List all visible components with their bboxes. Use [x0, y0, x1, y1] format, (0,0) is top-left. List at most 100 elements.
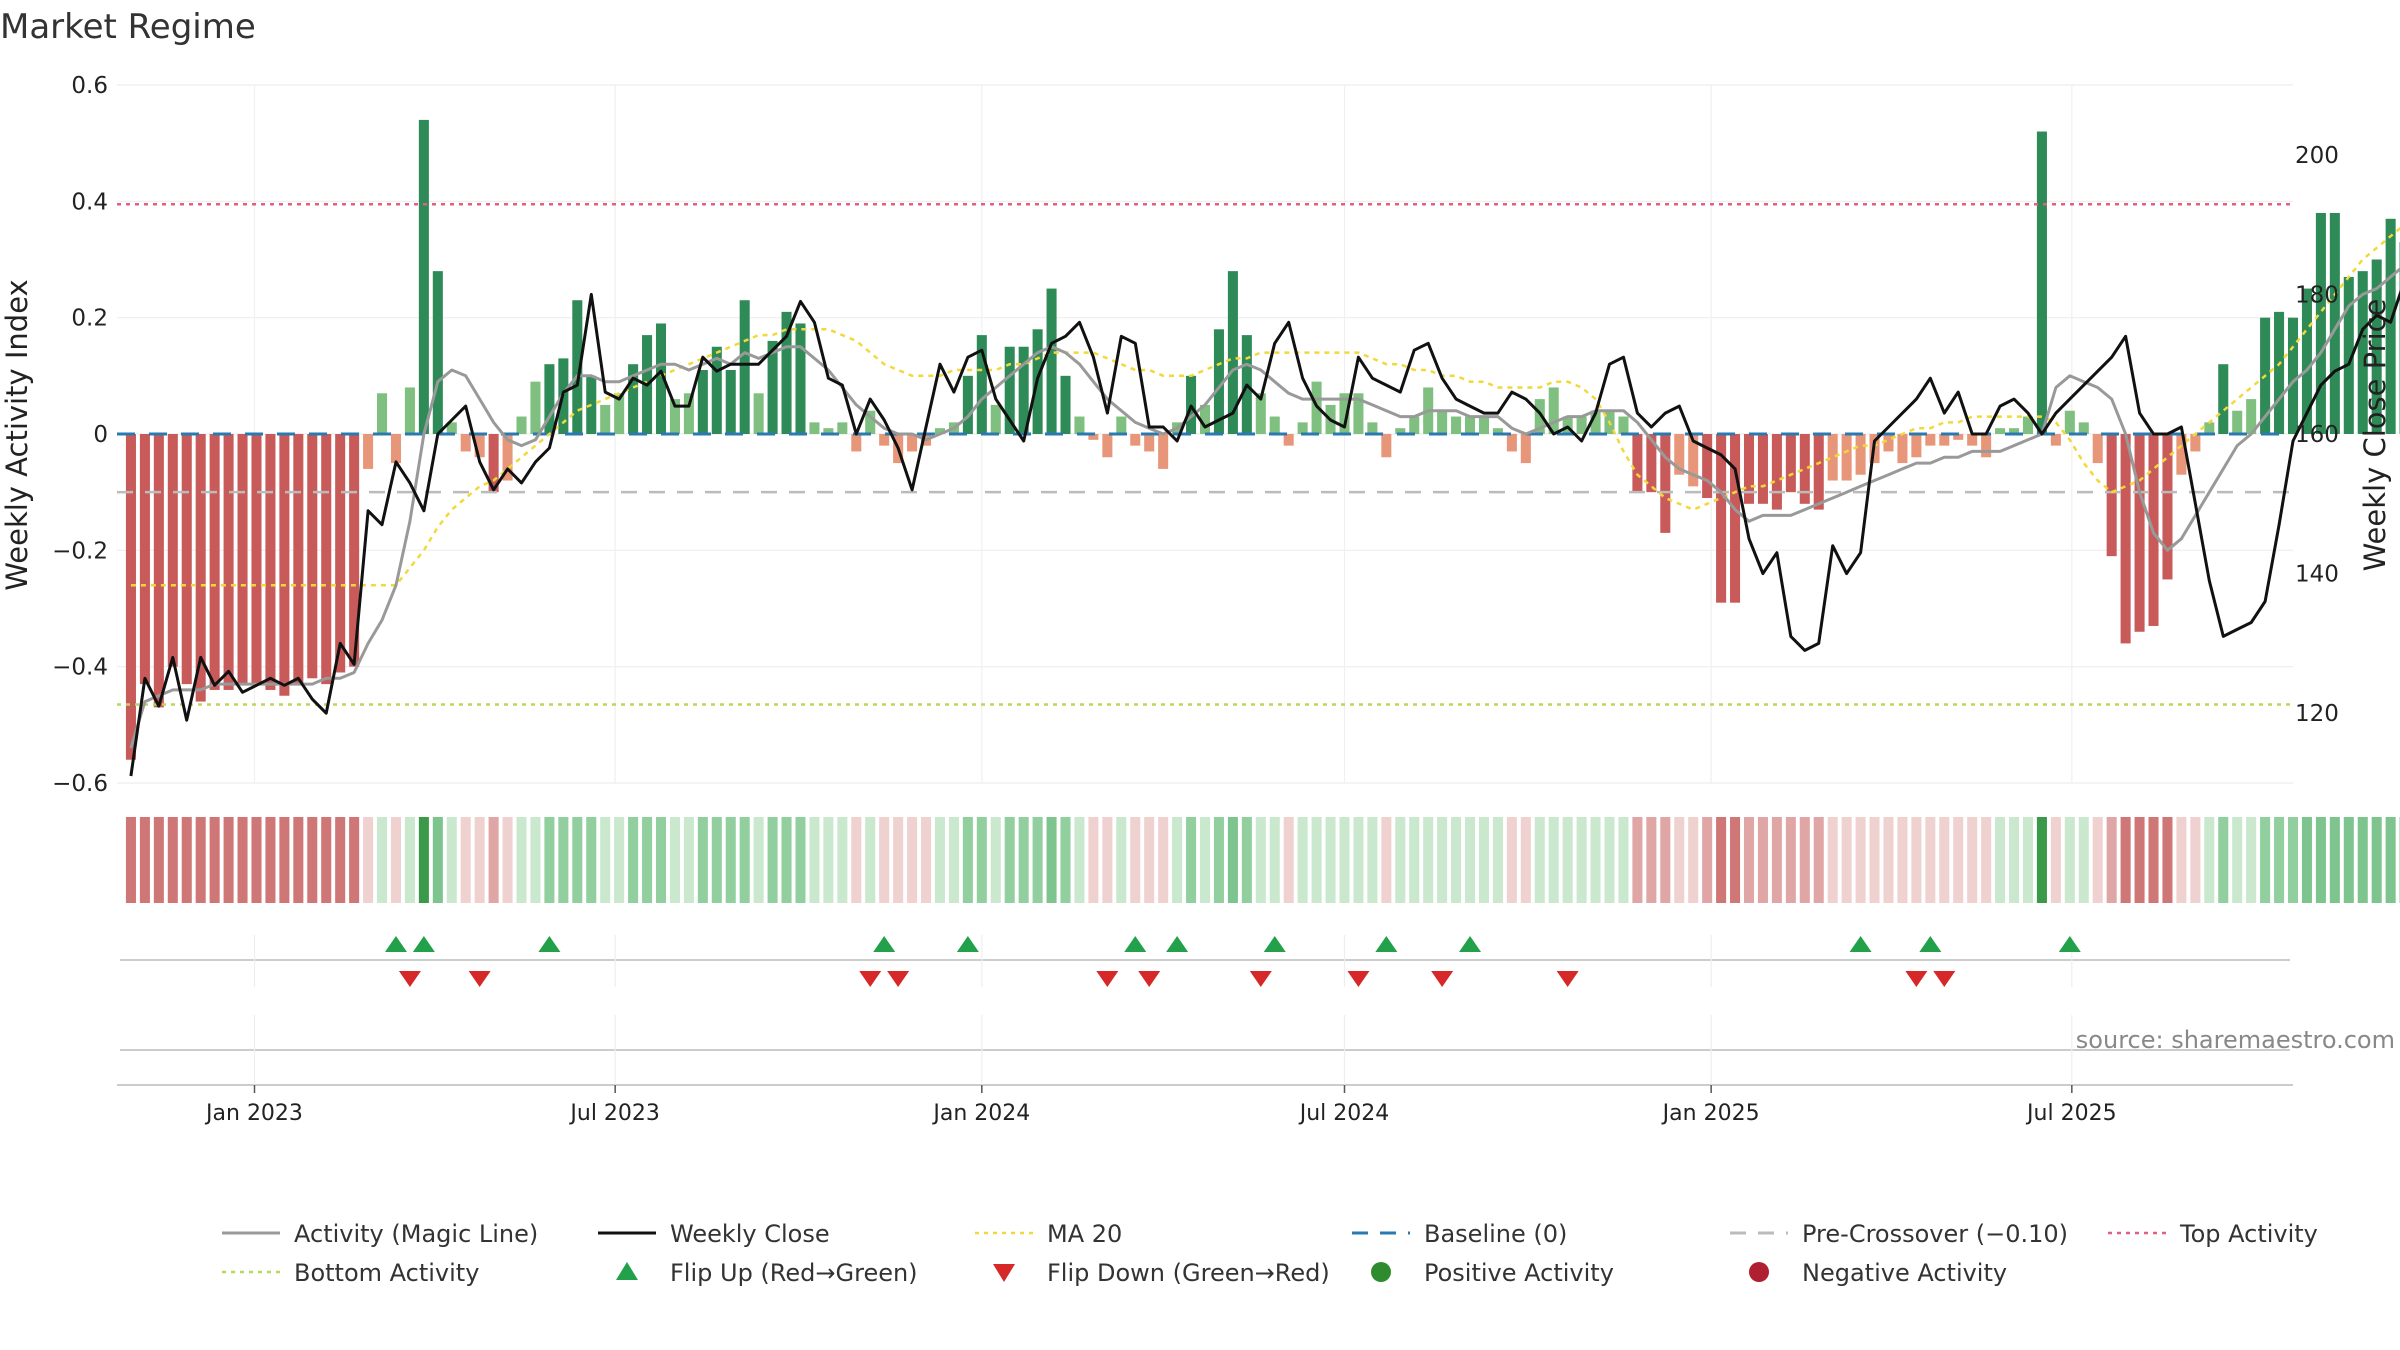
- activity-bar: [1688, 434, 1699, 487]
- regime-cell: [1799, 817, 1810, 903]
- regime-cell: [2329, 817, 2340, 903]
- activity-bar: [2315, 212, 2326, 434]
- regime-cell: [976, 817, 987, 903]
- x-tick-label: Jan 2025: [1661, 1101, 1760, 1126]
- regime-cell: [1632, 817, 1643, 903]
- activity-bar: [1158, 434, 1169, 469]
- activity-bar: [2301, 288, 2312, 434]
- legend-swatch: [993, 1264, 1015, 1282]
- regime-cell: [1144, 817, 1155, 903]
- regime-cell: [1688, 817, 1699, 903]
- regime-cell: [2176, 817, 2187, 903]
- activity-bar: [1590, 410, 1601, 434]
- activity-bar: [1939, 434, 1950, 446]
- regime-cell: [1520, 817, 1531, 903]
- flip-up-marker: [1375, 936, 1398, 952]
- legend-item: Negative Activity: [1749, 1259, 2007, 1287]
- regime-cell: [1186, 817, 1197, 903]
- activity-bar: [2232, 410, 2243, 434]
- activity-bar: [1967, 434, 1978, 446]
- activity-bar: [1478, 416, 1489, 434]
- regime-cell: [1004, 817, 1015, 903]
- activity-bar: [669, 399, 680, 434]
- regime-cell: [2218, 817, 2229, 903]
- activity-bar: [1269, 416, 1280, 434]
- flip-down-marker: [1431, 971, 1454, 987]
- regime-cell: [669, 817, 680, 903]
- chart-title: Market Regime: [0, 7, 256, 47]
- regime-cell: [1897, 817, 1908, 903]
- regime-cell: [390, 817, 401, 903]
- activity-bar: [767, 340, 778, 434]
- flip-down-marker: [1905, 971, 1928, 987]
- activity-bar: [1283, 434, 1294, 446]
- regime-cell: [418, 817, 429, 903]
- regime-cell: [1813, 817, 1824, 903]
- regime-cell: [1855, 817, 1866, 903]
- regime-cell: [516, 817, 527, 903]
- activity-bar: [781, 311, 792, 434]
- activity-bar: [572, 300, 583, 434]
- y-tick-label: 0.4: [71, 189, 108, 215]
- series-lines: [129, 226, 2400, 777]
- flip-up-marker: [1849, 936, 1872, 952]
- regime-cell: [2022, 817, 2033, 903]
- legend-item: Bottom Activity: [222, 1259, 479, 1287]
- regime-cell: [1423, 817, 1434, 903]
- flip-up-marker: [1124, 936, 1147, 952]
- activity-bar: [2343, 276, 2354, 434]
- activity-bar: [725, 370, 736, 434]
- activity-bar: [1813, 434, 1824, 510]
- y2-tick-label: 200: [2295, 143, 2339, 169]
- activity-bar: [1506, 434, 1517, 452]
- regime-cell: [544, 817, 555, 903]
- activity-bar: [237, 434, 248, 685]
- activity-bar: [1102, 434, 1113, 458]
- regime-cell: [293, 817, 304, 903]
- activity-bar: [1660, 434, 1671, 533]
- legend-label: Weekly Close: [670, 1220, 830, 1248]
- regime-cell: [2371, 817, 2382, 903]
- activity-bar: [2162, 434, 2173, 580]
- activity-bar: [139, 434, 150, 685]
- activity-bar: [335, 434, 346, 673]
- regime-cell: [1018, 817, 1029, 903]
- activity-bar: [1381, 434, 1392, 458]
- y-axis-ticks: 0.6 0.4 0.2 0 −0.2 −0.4 −0.6: [52, 73, 108, 797]
- regime-cell: [711, 817, 722, 903]
- activity-bar: [1562, 416, 1573, 434]
- activity-bar: [363, 434, 374, 469]
- regime-cell: [1660, 817, 1671, 903]
- activity-bar: [753, 393, 764, 434]
- y2-axis-ticks: 200 180 160 140 120: [2295, 143, 2339, 727]
- activity-bar: [1743, 434, 1755, 504]
- activity-bar: [1116, 416, 1127, 434]
- regime-cell: [2120, 817, 2131, 903]
- regime-cell: [1576, 817, 1587, 903]
- activity-bar: [195, 434, 206, 702]
- activity-bar: [1353, 393, 1364, 434]
- activity-bar: [1981, 434, 1992, 458]
- regime-cell: [1130, 817, 1141, 903]
- regime-cell: [767, 817, 778, 903]
- activity-bar: [377, 393, 388, 434]
- activity-bar: [460, 434, 471, 452]
- regime-cell: [321, 817, 332, 903]
- flip-down-marker: [398, 971, 421, 987]
- activity-bar: [488, 434, 499, 493]
- regime-cell: [990, 817, 1001, 903]
- activity-bar: [1297, 422, 1308, 434]
- regime-cell: [962, 817, 973, 903]
- activity-bar: [279, 434, 290, 696]
- activity-bar: [976, 335, 987, 434]
- regime-cell: [2050, 817, 2061, 903]
- y-tick-label: −0.2: [52, 538, 108, 564]
- regime-cell: [1199, 817, 1211, 903]
- regime-cell: [1213, 817, 1224, 903]
- activity-bar: [1199, 404, 1211, 434]
- activity-bar: [1213, 329, 1224, 434]
- regime-cell: [1241, 817, 1252, 903]
- regime-cell: [1395, 817, 1406, 903]
- regime-cell: [1841, 817, 1852, 903]
- flip-up-marker: [1166, 936, 1189, 952]
